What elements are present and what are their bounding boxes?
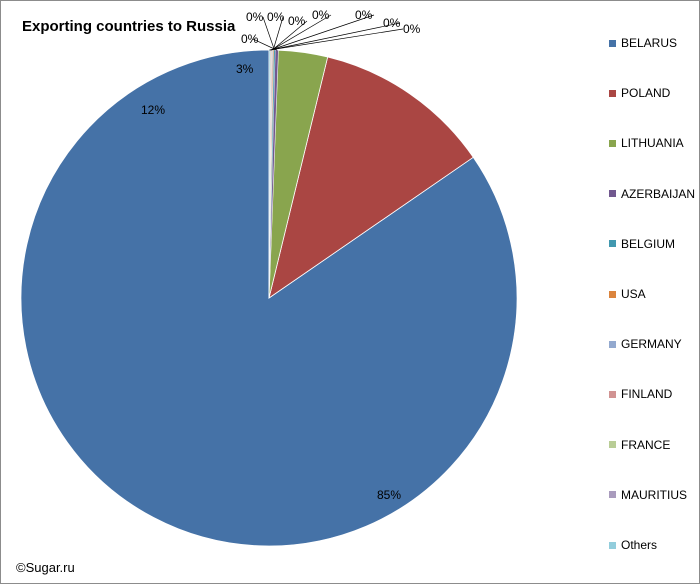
legend-item-finland: FINLAND xyxy=(609,386,672,402)
slice-label-belgium: 0% xyxy=(246,10,264,24)
leader-line-azerbaijan xyxy=(252,38,277,51)
leader-line-mauritius xyxy=(270,22,401,51)
legend-label: FRANCE xyxy=(621,437,671,452)
slice-label-belarus: 85% xyxy=(377,488,401,502)
legend-swatch xyxy=(609,39,616,47)
legend-item-belarus: BELARUS xyxy=(609,35,677,51)
slice-label-others: 0% xyxy=(403,22,421,36)
leader-line-others xyxy=(269,28,404,51)
legend-swatch xyxy=(609,190,616,198)
legend-item-mauritius: MAURITIUS xyxy=(609,487,687,503)
leader-line-finland xyxy=(271,14,332,51)
legend-swatch xyxy=(609,390,616,398)
slice-label-azerbaijan: 0% xyxy=(241,32,259,46)
legend-item-germany: GERMANY xyxy=(609,336,682,352)
legend-label: USA xyxy=(621,287,646,301)
legend-swatch xyxy=(609,340,616,348)
slice-label-finland: 0% xyxy=(312,8,330,22)
legend-label: AZERBAIJAN xyxy=(621,186,696,201)
legend-swatch xyxy=(609,240,616,248)
legend-swatch xyxy=(609,541,616,549)
chart-title: Exporting countries to Russia xyxy=(22,18,236,35)
legend-label: LITHUANIA xyxy=(621,136,684,151)
legend-swatch xyxy=(609,441,616,449)
slice-poland xyxy=(268,56,474,299)
slice-label-poland: 12% xyxy=(141,103,165,117)
legend-item-france: FRANCE xyxy=(609,437,670,453)
legend-swatch xyxy=(609,290,616,298)
legend-item-belgium: BELGIUM xyxy=(609,236,675,252)
slice-label-france: 0% xyxy=(355,8,373,22)
slice-label-mauritius: 0% xyxy=(383,16,401,30)
legend-label: MAURITIUS xyxy=(621,487,687,502)
legend-item-lithuania: LITHUANIA xyxy=(609,135,684,151)
legend-item-poland: POLAND xyxy=(609,85,670,101)
legend-item-usa: USA xyxy=(609,286,646,302)
legend-label: BELGIUM xyxy=(621,236,676,251)
legend-label: FINLAND xyxy=(621,387,673,402)
legend-label: POLAND xyxy=(621,86,671,101)
slice-label-usa: 0% xyxy=(267,10,285,24)
slice-label-germany: 0% xyxy=(288,14,306,28)
leader-line-belgium xyxy=(262,16,275,51)
legend-swatch xyxy=(609,139,616,147)
legend-label: GERMANY xyxy=(621,337,682,352)
legend-item-others: Others xyxy=(609,537,657,553)
legend-item-azerbaijan: AZERBAIJAN xyxy=(609,186,695,202)
credit-text: ©Sugar.ru xyxy=(16,560,75,575)
legend-swatch xyxy=(609,491,616,499)
slice-label-lithuania: 3% xyxy=(236,62,254,76)
legend-label: BELARUS xyxy=(621,36,678,50)
legend-label: Others xyxy=(621,538,658,552)
leader-line-usa xyxy=(272,16,284,51)
legend-swatch xyxy=(609,89,616,97)
leader-line-germany xyxy=(272,20,308,51)
leader-line-france xyxy=(270,14,375,51)
